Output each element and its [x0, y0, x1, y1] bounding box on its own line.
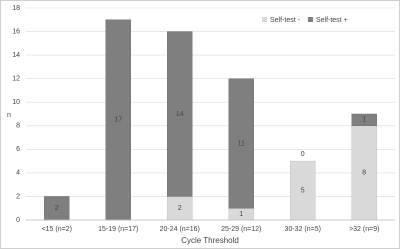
x-tick-label: 15-19 (n=17) — [98, 226, 138, 233]
bar-segment — [167, 31, 193, 197]
data-label: 2 — [55, 205, 59, 212]
y-tick-label: 14 — [12, 52, 20, 59]
y-tick-label: 0 — [16, 217, 20, 224]
data-label: 2 — [178, 205, 182, 212]
legend-label: Self-test - — [270, 17, 301, 24]
y-tick-label: 18 — [12, 5, 20, 12]
legend-swatch — [262, 17, 267, 22]
data-label: 1 — [362, 117, 366, 124]
y-axis-label: n — [7, 112, 11, 119]
data-label: 14 — [176, 111, 184, 118]
bar-segment — [351, 113, 377, 126]
y-tick-label: 8 — [16, 123, 20, 130]
data-label: 11 — [238, 140, 245, 147]
data-label: 1 — [239, 211, 243, 218]
data-label: 17 — [114, 117, 122, 124]
y-tick-label: 4 — [16, 170, 20, 177]
x-axis-label: Cycle Threshold — [181, 236, 239, 245]
y-tick-label: 2 — [16, 193, 20, 200]
data-label: 0 — [301, 151, 305, 158]
bar-segment — [351, 125, 377, 221]
y-tick-label: 16 — [12, 28, 20, 35]
x-tick-label: >32 (n=9) — [349, 226, 379, 233]
bar-segment — [290, 160, 316, 221]
bar-segment — [228, 78, 254, 209]
data-label: 8 — [362, 170, 366, 177]
legend-swatch — [307, 17, 313, 22]
x-tick-label: 20-24 (n=16) — [160, 226, 200, 233]
bar-segment — [105, 19, 131, 221]
legend-label: Self-test + — [316, 17, 348, 24]
y-tick-label: 12 — [12, 76, 20, 83]
data-label: 5 — [301, 187, 305, 194]
x-tick-label: 25-29 (n=12) — [221, 226, 261, 233]
y-tick-label: 10 — [12, 99, 20, 106]
y-tick-label: 6 — [16, 146, 20, 153]
x-tick-label: 30-32 (n=5) — [285, 226, 321, 233]
x-tick-label: <15 (n=2) — [42, 226, 72, 233]
